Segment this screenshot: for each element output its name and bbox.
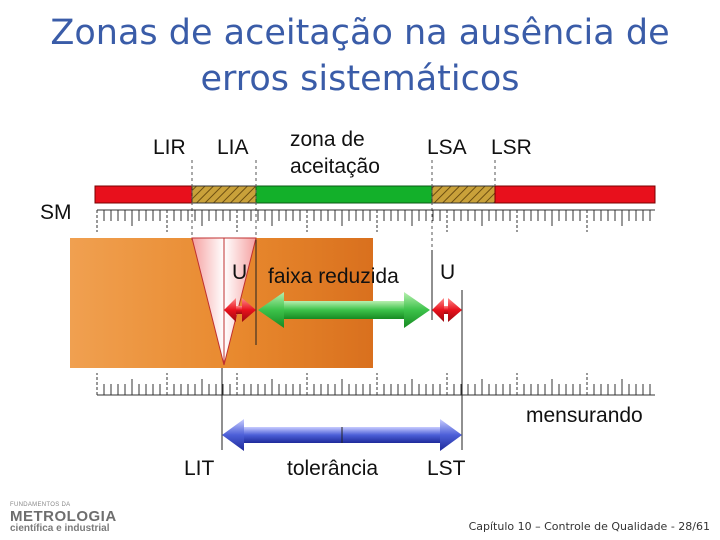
reject-zone-left — [94, 185, 193, 204]
logo-subtitle: científica e industrial — [10, 523, 110, 534]
lsr-label: LSR — [491, 136, 532, 159]
acceptance-zone — [255, 185, 433, 204]
zona-label-line-1: zona de — [290, 128, 365, 151]
sm-scale — [96, 209, 655, 232]
slide-title: Zonas de aceitação na ausência de erros … — [0, 10, 720, 102]
zona-label-line-2: aceitação — [290, 155, 380, 178]
lia-label: LIA — [217, 136, 249, 159]
logo-tagline: FUNDAMENTOS DA — [10, 502, 71, 508]
title-line-1: Zonas de aceitação na ausência de — [50, 13, 670, 53]
lst-label: LST — [427, 457, 466, 480]
lit-label: LIT — [184, 457, 215, 480]
mensurando-scale — [96, 373, 655, 396]
footer-chapter: Capítulo 10 – Controle de Qualidade - 28… — [468, 520, 710, 533]
lsa-label: LSA — [427, 136, 467, 159]
sm-label: SM — [40, 201, 72, 224]
reduced-band-arrow — [258, 292, 430, 328]
lir-label: LIR — [153, 136, 186, 159]
guard-band-left — [191, 185, 257, 204]
u-arrow-left — [224, 298, 256, 322]
u-right-label: U — [440, 261, 456, 284]
u-left-label: U — [232, 261, 248, 284]
guard-band-right — [431, 185, 496, 204]
mensurando-label: mensurando — [526, 404, 643, 427]
title-line-2: erros sistemáticos — [200, 59, 520, 99]
logo-metrologia: METROLOGIA — [10, 508, 117, 525]
tolerance-arrow — [222, 419, 462, 451]
limit-guides — [191, 160, 496, 250]
u-arrow-right — [432, 298, 462, 322]
reject-zone-right — [494, 185, 656, 204]
faixa-reduzida-label: faixa reduzida — [268, 265, 399, 288]
zone-bar — [94, 185, 656, 204]
tolerancia-label: tolerância — [287, 457, 379, 480]
